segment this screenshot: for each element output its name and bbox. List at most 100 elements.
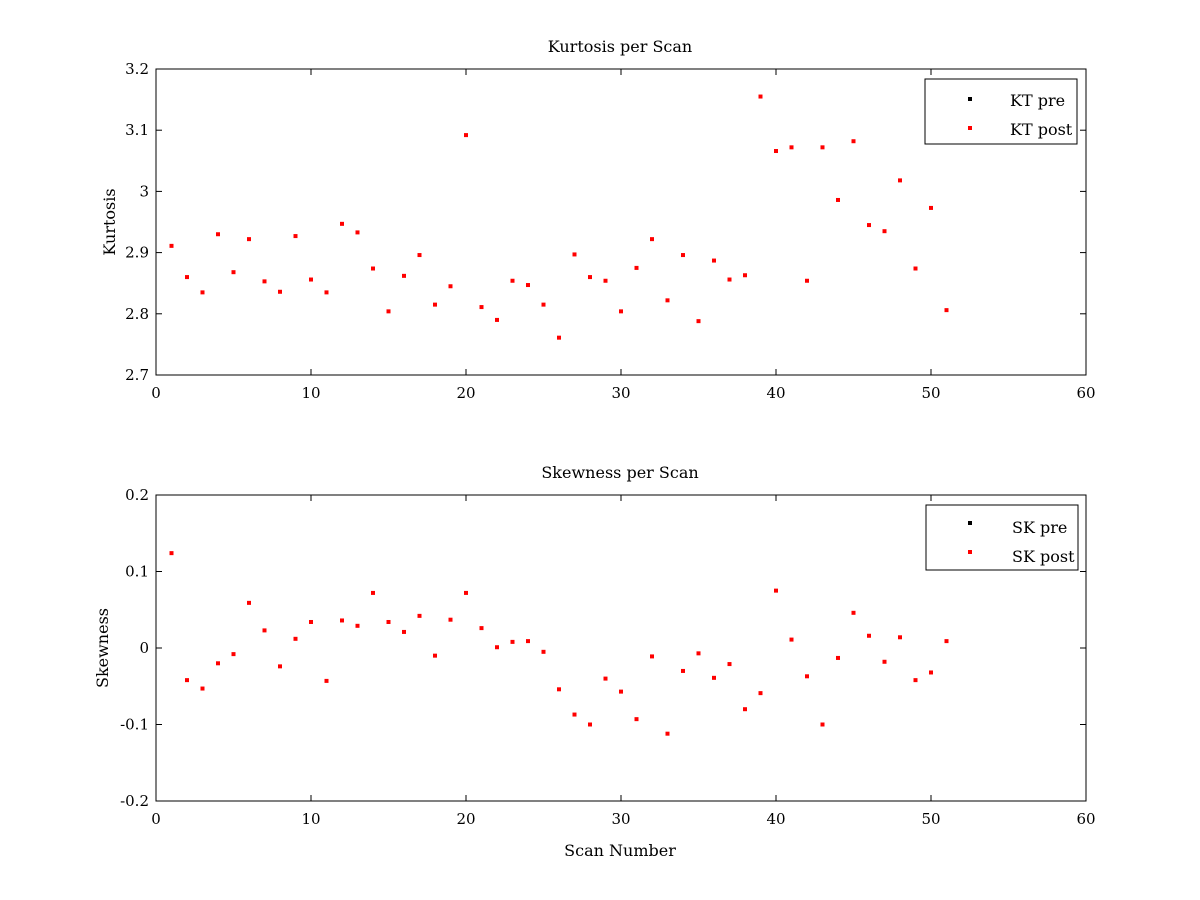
kurtosis-x-tick-label: 10: [301, 384, 320, 402]
skewness-point: [634, 717, 639, 722]
skewness-point: [789, 637, 794, 642]
skewness-x-tick-label: 0: [151, 810, 161, 828]
skewness-point: [371, 590, 375, 595]
skewness-point: [944, 639, 949, 644]
kurtosis-point: [433, 302, 437, 307]
skewness-point: [588, 722, 592, 727]
skewness-point: [541, 649, 546, 654]
kurtosis-point: [371, 266, 375, 271]
kurtosis-x-tick-label: 20: [456, 384, 475, 402]
kurtosis-point: [510, 278, 515, 283]
legend-label-sk-pre: SK pre: [1012, 518, 1067, 537]
skewness-data-points: [169, 551, 949, 736]
skewness-point: [448, 617, 453, 622]
skewness-y-tick-label: 0.2: [125, 486, 149, 504]
kurtosis-x-tick-label: 40: [766, 384, 785, 402]
skewness-point: [851, 610, 856, 615]
skewness-point: [805, 674, 809, 679]
kurtosis-y-tick-label: 2.7: [125, 366, 149, 384]
skewness-point: [293, 636, 298, 641]
kurtosis-point: [867, 223, 871, 228]
kurtosis-point: [619, 309, 623, 314]
skewness-point: [619, 689, 623, 694]
kurtosis-point: [386, 309, 391, 314]
kurtosis-point: [836, 197, 840, 202]
kurtosis-point: [185, 275, 189, 280]
kurtosis-point: [309, 277, 313, 282]
legend-marker-sk-pre: [968, 521, 972, 525]
kurtosis-point: [681, 253, 685, 258]
skewness-point: [557, 687, 561, 692]
skewness-x-tick-label: 60: [1076, 810, 1095, 828]
skewness-chart-title: Skewness per Scan: [541, 463, 698, 482]
skewness-point: [820, 722, 825, 727]
skewness-point: [200, 686, 205, 691]
skewness-point: [650, 654, 654, 659]
kurtosis-point: [526, 283, 530, 288]
skewness-plot-frame: [155, 494, 1087, 802]
kurtosis-x-tick-label: 30: [611, 384, 630, 402]
kurtosis-point: [495, 317, 499, 322]
kurtosis-point: [216, 232, 220, 237]
skewness-point: [262, 628, 267, 633]
kurtosis-point: [340, 221, 344, 226]
kurtosis-point: [231, 270, 236, 275]
kurtosis-point: [696, 319, 701, 324]
kurtosis-point: [603, 278, 608, 283]
skewness-point: [572, 712, 577, 717]
skewness-point: [386, 619, 391, 624]
kurtosis-y-axis-title: Kurtosis: [100, 188, 119, 255]
kurtosis-point: [665, 298, 670, 303]
skewness-y-tick-label: -0.1: [120, 716, 149, 734]
skewness-point: [340, 618, 344, 623]
skewness-x-tick-label: 40: [766, 810, 785, 828]
kurtosis-y-tick-label: 3.1: [125, 121, 149, 139]
skewness-point: [913, 678, 918, 683]
kurtosis-x-tick-label: 60: [1076, 384, 1095, 402]
kurtosis-point: [898, 178, 902, 183]
skewness-point: [216, 661, 220, 666]
kurtosis-legend[interactable]: KT pre KT post: [924, 78, 1078, 145]
skewness-point: [603, 676, 608, 681]
skewness-point: [278, 664, 282, 669]
kurtosis-point: [247, 237, 251, 242]
skewness-point: [433, 653, 437, 658]
kurtosis-point: [758, 94, 763, 99]
kurtosis-point: [278, 289, 282, 294]
kurtosis-point: [479, 305, 484, 310]
kurtosis-y-tick-label: 2.9: [125, 244, 149, 262]
legend-label-sk-post: SK post: [1012, 547, 1075, 566]
skewness-point: [743, 707, 747, 712]
kurtosis-point: [541, 302, 546, 307]
skewness-panel: Skewness per Scan Skewness Scan Number 0…: [93, 463, 1096, 860]
skewness-y-tick-label: 0: [139, 639, 149, 657]
skewness-point: [185, 678, 189, 683]
kurtosis-point: [324, 290, 329, 295]
skewness-legend[interactable]: SK pre SK post: [925, 504, 1079, 571]
skewness-point: [774, 588, 778, 593]
skewness-point: [510, 639, 515, 644]
kurtosis-point: [882, 229, 887, 234]
skewness-y-tick-label: 0.1: [125, 563, 149, 581]
skewness-point: [495, 645, 499, 650]
legend-label-kt-pre: KT pre: [1010, 91, 1065, 110]
kurtosis-point: [293, 234, 298, 239]
kurtosis-point: [650, 237, 654, 242]
kurtosis-y-tick-label: 2.8: [125, 305, 149, 323]
skewness-y-tick-label: -0.2: [120, 792, 149, 810]
skewness-point: [867, 633, 871, 638]
skewness-x-tick-label: 30: [611, 810, 630, 828]
legend-marker-kt-post: [968, 126, 972, 130]
kurtosis-y-tick-label: 3.2: [125, 60, 149, 78]
kurtosis-point: [820, 145, 825, 150]
kurtosis-point: [851, 139, 856, 144]
skewness-point: [836, 655, 840, 660]
kurtosis-point: [200, 290, 205, 295]
skewness-point: [402, 629, 406, 634]
skewness-point: [309, 619, 313, 624]
kurtosis-point: [557, 335, 561, 340]
kurtosis-point: [588, 275, 592, 280]
kurtosis-x-tick-label: 0: [151, 384, 161, 402]
